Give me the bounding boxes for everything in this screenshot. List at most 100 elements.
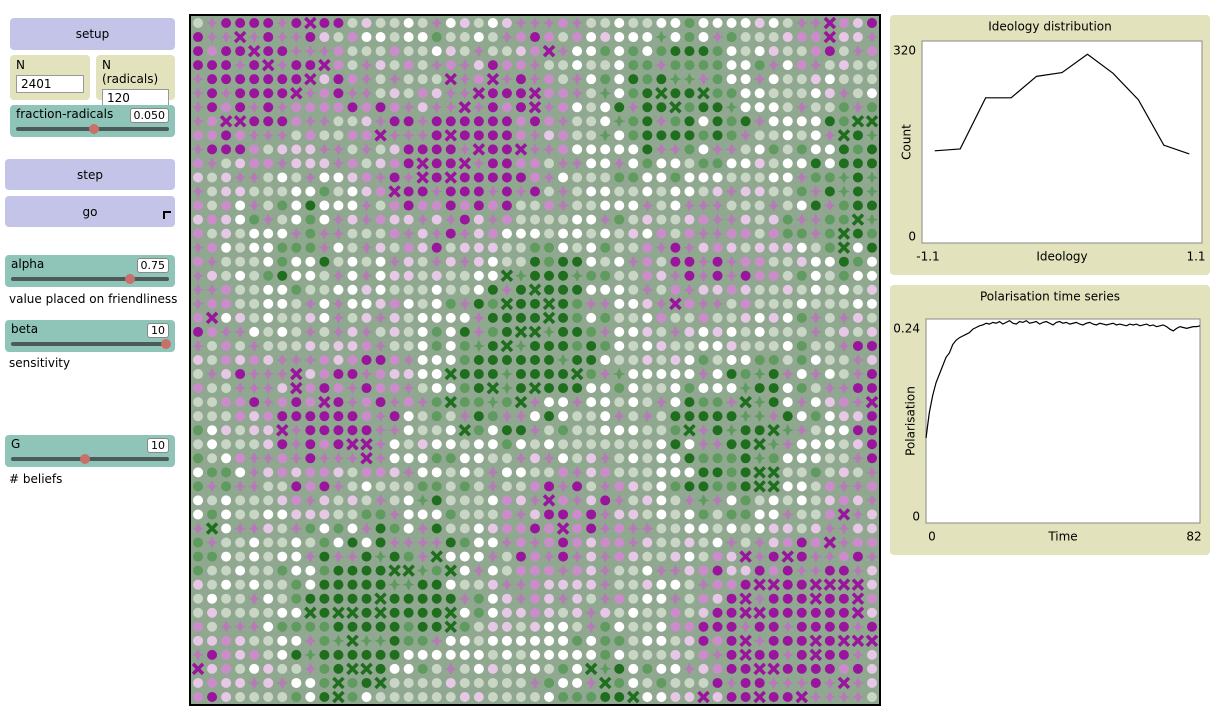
agent <box>557 115 570 128</box>
agent <box>304 494 317 507</box>
agent <box>403 369 414 380</box>
agent <box>333 116 344 127</box>
agent <box>514 592 527 605</box>
agent <box>795 396 808 409</box>
agent <box>768 172 779 183</box>
slider-knob[interactable] <box>89 124 100 134</box>
agent <box>642 579 653 590</box>
agent <box>768 383 779 394</box>
agent <box>389 298 400 309</box>
agent <box>838 453 849 464</box>
agent <box>754 284 765 295</box>
agent <box>304 648 317 661</box>
slider-knob[interactable] <box>124 274 135 284</box>
agent <box>614 509 625 520</box>
agent <box>501 200 512 211</box>
slider-knob[interactable] <box>80 454 91 464</box>
agent <box>318 143 331 156</box>
agent-radical <box>851 634 865 648</box>
step-button[interactable]: step <box>5 159 175 190</box>
agent <box>600 495 611 506</box>
agent <box>852 312 863 323</box>
go-button[interactable]: go <box>5 196 175 227</box>
agent <box>305 439 316 450</box>
agent-radical <box>528 101 542 114</box>
agent <box>740 158 751 169</box>
agent <box>515 130 526 141</box>
agent <box>642 340 653 351</box>
agent <box>530 228 540 239</box>
agent <box>291 579 302 590</box>
agent <box>361 228 372 239</box>
agent <box>810 298 821 309</box>
slider[interactable]: alpha 0.75 <box>5 255 175 287</box>
agent <box>207 130 218 141</box>
agent <box>782 242 793 253</box>
agent <box>500 368 513 381</box>
agent <box>458 73 471 86</box>
agent <box>782 172 793 183</box>
agent <box>473 593 484 604</box>
agent <box>445 284 456 295</box>
agent <box>558 383 569 394</box>
slider[interactable]: beta 10 <box>5 320 175 352</box>
agent <box>361 32 372 43</box>
agent <box>332 157 345 170</box>
agent <box>698 621 709 632</box>
input-box[interactable]: 2401 <box>16 75 84 93</box>
agent <box>726 383 737 394</box>
agent <box>403 242 414 253</box>
agent <box>417 312 428 323</box>
agent <box>852 383 863 394</box>
agent <box>333 284 344 295</box>
agent <box>712 551 723 562</box>
agent <box>754 495 765 506</box>
agent <box>319 284 330 295</box>
agent <box>614 284 625 295</box>
agent <box>544 481 555 492</box>
agent <box>235 649 246 660</box>
agent <box>501 172 512 183</box>
agent <box>277 270 288 281</box>
agent <box>726 607 737 618</box>
agent <box>768 691 779 702</box>
agent <box>824 116 835 127</box>
slider[interactable]: G 10 <box>5 435 175 467</box>
agent <box>530 509 540 520</box>
agent <box>656 369 667 380</box>
agent <box>235 270 246 281</box>
agent <box>458 255 471 268</box>
slider-knob[interactable] <box>160 339 171 349</box>
agent <box>614 663 625 674</box>
setup-button[interactable]: setup <box>10 18 175 50</box>
agent <box>249 284 260 295</box>
agent <box>207 621 218 632</box>
agent <box>235 565 246 576</box>
agent <box>515 439 526 450</box>
agent <box>754 144 765 155</box>
agent <box>684 298 695 309</box>
agent <box>290 452 303 465</box>
agent-radical <box>809 648 823 662</box>
slider[interactable]: fraction-radicals 0.050 <box>10 105 175 137</box>
agent <box>641 283 654 296</box>
agent <box>796 340 807 351</box>
agent <box>220 620 233 633</box>
agent <box>627 522 640 535</box>
agent <box>614 18 625 29</box>
agent <box>614 186 625 197</box>
agent <box>221 439 232 450</box>
agent <box>796 635 807 646</box>
agent <box>558 88 569 99</box>
agent <box>614 298 625 309</box>
agent <box>599 480 612 493</box>
agent <box>544 621 555 632</box>
agent <box>417 46 428 57</box>
agent <box>740 579 751 590</box>
agent <box>698 467 709 478</box>
agent <box>234 171 247 184</box>
agent <box>193 158 204 169</box>
agent-radical <box>416 171 429 184</box>
x-tick-label: 1.1 <box>1186 250 1205 264</box>
agent <box>431 355 442 365</box>
